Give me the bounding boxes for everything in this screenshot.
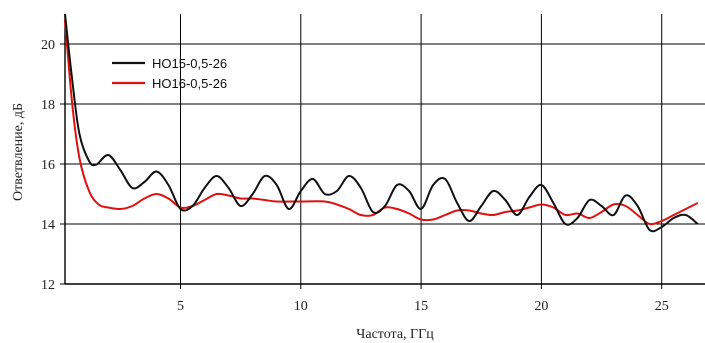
legend: НО15-0,5-26 НО16-0,5-26 (112, 56, 227, 91)
series-line-ho15 (64, 13, 699, 233)
tick-labels: 5 10 15 20 25 12 14 16 18 20 (41, 38, 669, 314)
y-tick-label: 16 (41, 158, 55, 173)
x-tick-label: 25 (655, 299, 669, 314)
x-axis-label: Частота, ГГц (356, 327, 434, 342)
series-line-ho16 (64, 19, 699, 226)
y-axis-label: Ответвление, дБ (11, 103, 26, 201)
series-lines (64, 13, 699, 233)
y-tick-label: 12 (41, 278, 55, 293)
x-tick-label: 20 (534, 299, 548, 314)
x-tick-label: 5 (177, 299, 184, 314)
y-tick-label: 14 (41, 218, 55, 233)
legend-label-ho16: НО16-0,5-26 (152, 76, 227, 91)
x-tick-label: 10 (294, 299, 308, 314)
y-tick-label: 20 (41, 38, 55, 53)
plot-frame (64, 14, 705, 285)
grid (65, 14, 705, 285)
legend-label-ho15: НО15-0,5-26 (152, 56, 227, 71)
y-tick-label: 18 (41, 98, 55, 113)
x-tick-label: 15 (414, 299, 428, 314)
